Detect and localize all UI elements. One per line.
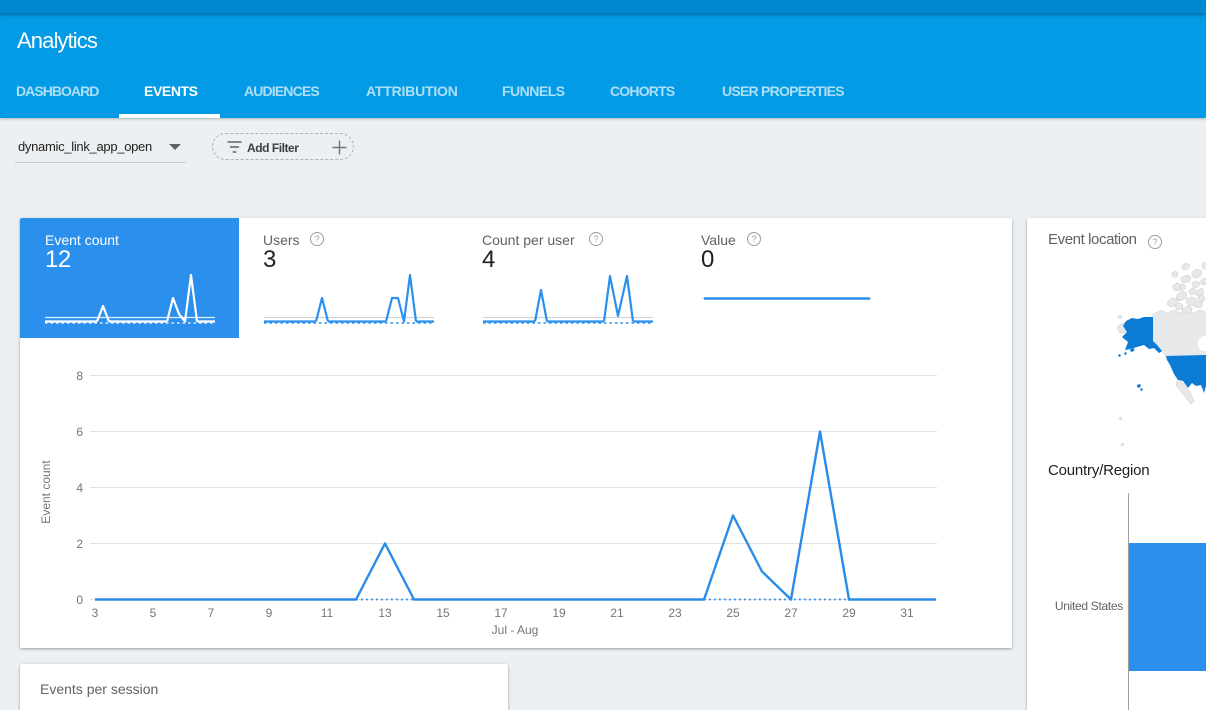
svg-text:Event count: Event count <box>39 460 53 524</box>
svg-text:21: 21 <box>610 606 624 620</box>
svg-text:31: 31 <box>900 606 914 620</box>
svg-text:25: 25 <box>726 606 740 620</box>
svg-text:13: 13 <box>378 606 392 620</box>
svg-text:7: 7 <box>208 606 215 620</box>
svg-text:23: 23 <box>668 606 682 620</box>
svg-text:3: 3 <box>92 606 99 620</box>
svg-text:19: 19 <box>552 606 566 620</box>
svg-text:11: 11 <box>321 606 334 620</box>
svg-text:4: 4 <box>76 481 83 495</box>
svg-text:15: 15 <box>436 606 450 620</box>
svg-text:6: 6 <box>76 425 83 439</box>
svg-text:8: 8 <box>76 369 83 383</box>
svg-text:5: 5 <box>150 606 157 620</box>
svg-text:29: 29 <box>842 606 856 620</box>
svg-text:17: 17 <box>494 606 508 620</box>
svg-text:9: 9 <box>266 606 273 620</box>
svg-text:2: 2 <box>76 537 83 551</box>
svg-text:0: 0 <box>76 593 83 607</box>
svg-text:Jul - Aug: Jul - Aug <box>492 623 539 637</box>
svg-text:27: 27 <box>784 606 798 620</box>
